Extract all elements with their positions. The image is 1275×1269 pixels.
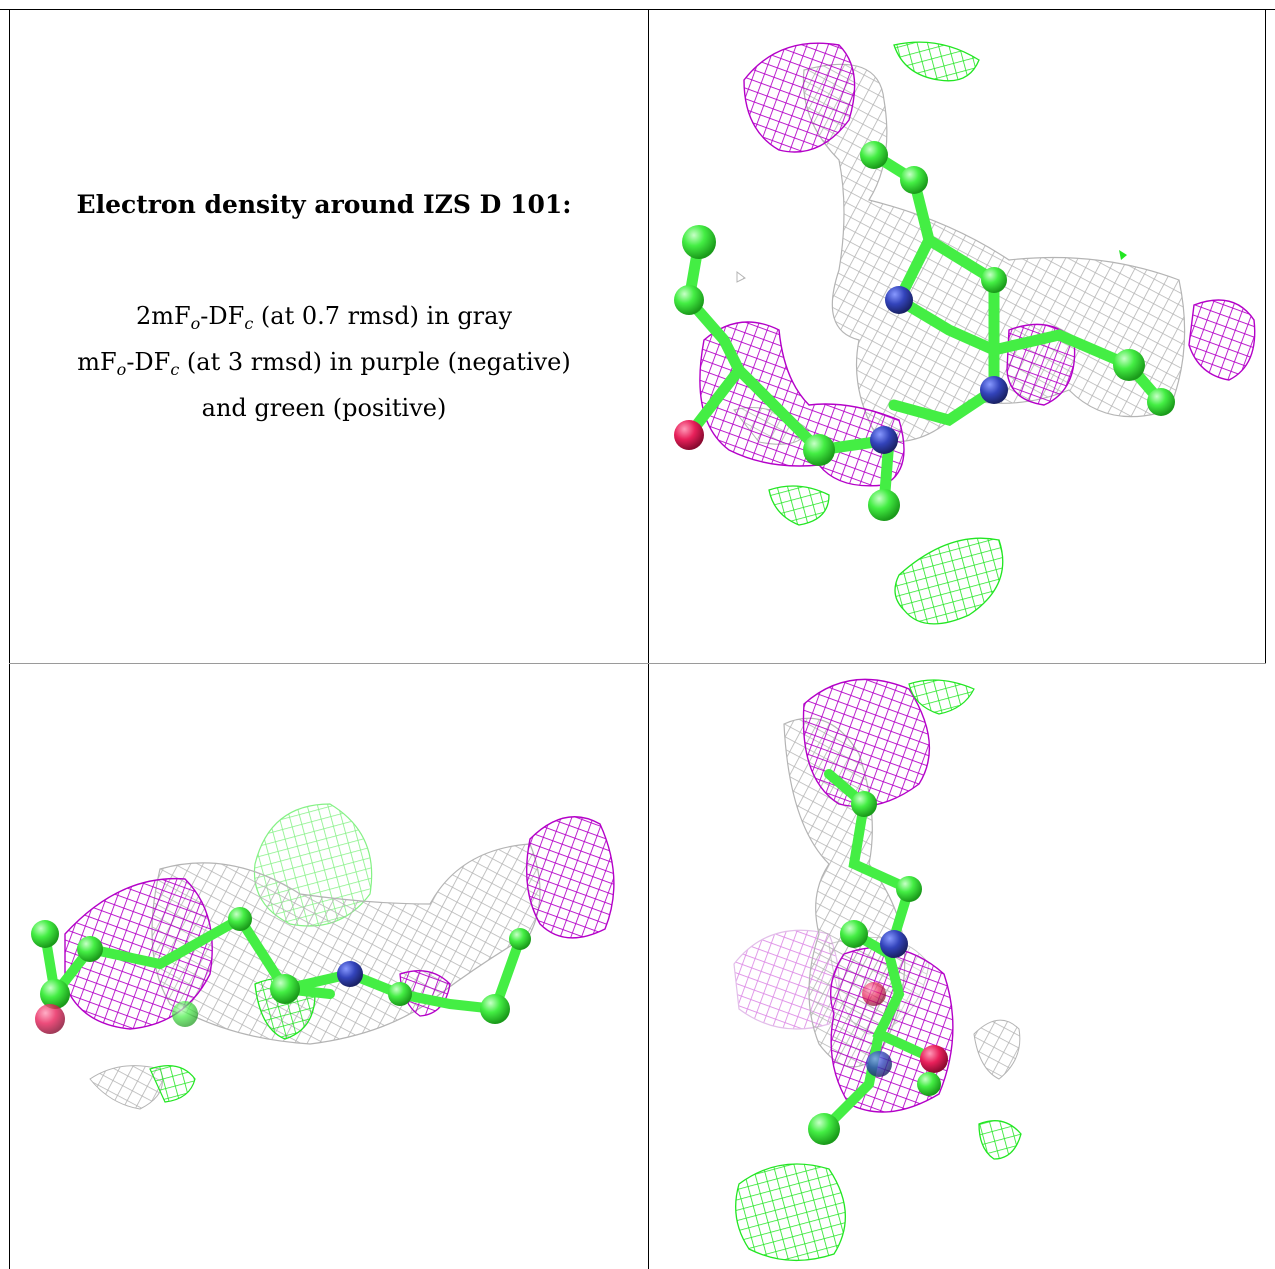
border-right (1265, 9, 1266, 664)
legend-fofc: mFo-DFc (at 3 rmsd) in purple (negative) (77, 348, 571, 379)
view-bottom-right (649, 664, 1265, 1269)
mesh-negative (64, 816, 615, 1030)
ligand-atoms (808, 791, 948, 1145)
ligand-atoms (674, 141, 1175, 521)
border-top (0, 9, 1275, 10)
density-view-1 (674, 41, 1256, 625)
legend-fofc-positive: and green (positive) (201, 394, 447, 422)
mesh-positive (768, 41, 1127, 625)
divider-vertical (648, 9, 649, 1269)
view-top-right (649, 10, 1265, 663)
ligand-atoms (31, 907, 531, 1034)
legend-2fofc: 2mFo-DFc (at 0.7 rmsd) in gray (135, 302, 513, 333)
view-bottom-left (10, 664, 648, 1269)
caption-title: Electron density around IZS D 101: (76, 190, 572, 219)
density-view-2 (31, 803, 615, 1110)
divider-horizontal (9, 663, 1266, 664)
ligand-bonds (683, 149, 1167, 511)
density-view-3 (733, 678, 1022, 1262)
caption-cell: Electron density around IZS D 101: 2mFo-… (14, 190, 634, 427)
mesh-positive (735, 679, 1022, 1262)
border-left (9, 9, 10, 1269)
